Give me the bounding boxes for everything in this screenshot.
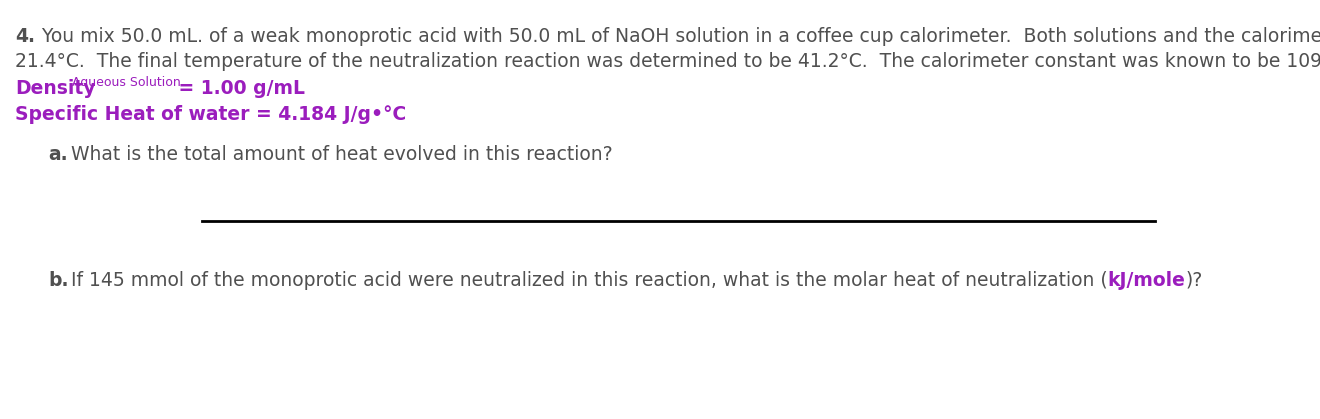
Text: You mix 50.0 mL. of a weak monoprotic acid with 50.0 mL of NaOH solution in a co: You mix 50.0 mL. of a weak monoprotic ac… xyxy=(36,27,1320,46)
Text: 21.4°C.  The final temperature of the neutralization reaction was determined to : 21.4°C. The final temperature of the neu… xyxy=(15,52,1320,71)
Text: kJ/mole: kJ/mole xyxy=(1107,271,1185,290)
Text: Density: Density xyxy=(15,79,95,98)
Text: )?: )? xyxy=(1185,271,1203,290)
Text: Aqueous Solution: Aqueous Solution xyxy=(73,76,181,89)
Text: Specific Heat of water = 4.184 J/g•°C: Specific Heat of water = 4.184 J/g•°C xyxy=(15,105,407,124)
Text: = 1.00 g/mL: = 1.00 g/mL xyxy=(172,79,305,98)
Text: If 145 mmol of the monoprotic acid were neutralized in this reaction, what is th: If 145 mmol of the monoprotic acid were … xyxy=(65,271,1107,290)
Text: b.: b. xyxy=(48,271,69,290)
Text: 4.: 4. xyxy=(15,27,36,46)
Text: a.: a. xyxy=(48,145,67,164)
Text: What is the total amount of heat evolved in this reaction?: What is the total amount of heat evolved… xyxy=(65,145,612,164)
